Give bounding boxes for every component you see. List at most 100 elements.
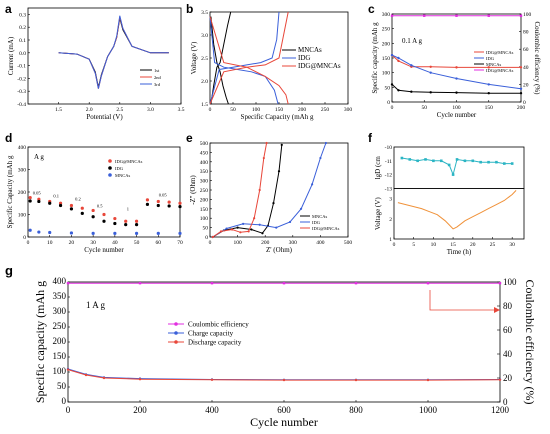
eis-point xyxy=(236,226,239,229)
y2-tick-label: 40 xyxy=(523,65,529,71)
panel-c: 0 50 100 150 2000501001502002503000204060801… xyxy=(371,12,541,119)
legend-label: IDG xyxy=(298,54,310,62)
lgD-curve xyxy=(401,157,513,177)
series-point-MNCAs xyxy=(69,231,74,235)
y-tick-label: 400 xyxy=(53,276,67,286)
x-axis-label: Cycle number xyxy=(84,246,124,254)
eis-point xyxy=(239,231,242,234)
y-tick-label: 300 xyxy=(18,168,27,174)
plot-frame-d xyxy=(27,146,181,238)
series-point-IDG xyxy=(134,223,139,227)
series-point xyxy=(66,368,70,371)
panel-letter-g: g xyxy=(5,263,13,278)
gcd-curve-MNCAs xyxy=(210,16,229,105)
series-point-IDG xyxy=(102,219,106,223)
series-point-IDG@MNCAs xyxy=(134,219,139,223)
x-tick-label: 10 xyxy=(47,240,53,246)
plot-frame-f-bottom xyxy=(393,187,525,240)
x-axis-label: Cycle number xyxy=(437,111,477,119)
x-tick-label: 200 xyxy=(261,240,270,246)
series-point xyxy=(354,282,358,285)
series-point-IDG xyxy=(28,199,32,203)
eis-point xyxy=(253,217,256,220)
y-tick-label: 2.5 xyxy=(201,56,208,62)
eis-point xyxy=(258,223,261,226)
series-point-IDG xyxy=(69,207,74,211)
eis-point xyxy=(319,156,322,160)
x-tick-label: 50 xyxy=(422,105,428,111)
series-point-IDG xyxy=(58,203,63,208)
y2-tick-label: 0 xyxy=(503,397,508,407)
arrow-line xyxy=(429,290,494,311)
series-line-Charge capacity xyxy=(67,368,501,381)
series-point-IDG xyxy=(80,211,84,215)
y-tick-label: 0 xyxy=(62,396,67,406)
panel-g: 0 200 400 600 800 1000 12000501001502002503003… xyxy=(33,276,537,429)
rate-label: 0.1 xyxy=(53,194,59,199)
series-point-MNCAs xyxy=(156,231,160,235)
lgD-point xyxy=(479,160,482,164)
x-tick-label: 70 xyxy=(177,240,183,246)
series-point-IDG@MNCAs xyxy=(28,196,32,200)
y-tick-label: 150 xyxy=(53,351,67,361)
series-point xyxy=(282,378,286,382)
eis-point xyxy=(277,170,281,173)
legend-swatch xyxy=(108,173,112,177)
x-tick-label: 0 xyxy=(391,105,394,111)
x-tick-label: 300 xyxy=(289,240,298,246)
gcd-curve-IDG xyxy=(209,11,280,105)
series-point-IDG@MNCAs xyxy=(145,198,150,202)
x-tick-label: 5 xyxy=(412,242,415,248)
series-point xyxy=(282,282,286,285)
x-tick-label: 100 xyxy=(233,240,242,246)
x-tick-label: 100 xyxy=(452,105,461,111)
series-point-IDG@MNCAs xyxy=(156,199,160,204)
eis-point xyxy=(261,232,264,235)
x-axis-label: Time (h) xyxy=(447,248,472,256)
series-point xyxy=(354,378,358,382)
cv-curve-3rd xyxy=(58,15,169,89)
series-point xyxy=(66,282,70,285)
y-tick-label: 3.0 xyxy=(201,33,208,39)
y-axis-label: -Z'' (Ohm) xyxy=(189,175,197,205)
series-point-IDG@MNCAs xyxy=(167,200,171,204)
y2-tick-label: 80 xyxy=(523,30,529,36)
legend-marker xyxy=(174,322,178,326)
gcd-curve-IDG@MNCAs xyxy=(209,11,289,105)
series-point-IDG@MNCAs xyxy=(58,201,63,205)
series-point xyxy=(429,91,432,94)
eis-point xyxy=(275,226,278,229)
x-tick-label: 60 xyxy=(156,240,162,246)
y-tick-label: 50 xyxy=(385,85,391,91)
series-point xyxy=(487,14,490,17)
x-tick-label: 0 xyxy=(27,240,30,246)
x-tick-label: 2.0 xyxy=(86,107,93,113)
y-tick-label: 2 xyxy=(389,217,392,223)
rate-label: 1 xyxy=(127,206,129,211)
eis-point xyxy=(324,141,328,145)
y-tick-label: 0.3 xyxy=(19,12,26,18)
series-point xyxy=(519,14,523,17)
series-point-IDG@MNCAs xyxy=(91,208,95,213)
eis-point xyxy=(230,228,234,231)
series-point xyxy=(455,91,458,94)
y-axis-label-top: lgD (cm xyxy=(374,156,382,180)
x-tick-label: 150 xyxy=(485,105,494,111)
lgD-point xyxy=(451,173,455,176)
lgD-point xyxy=(408,158,412,161)
x-tick-label: 1.5 xyxy=(55,107,62,113)
series-point-IDG@MNCAs xyxy=(69,203,74,208)
y-tick-label: 1 xyxy=(389,237,392,243)
eis-point xyxy=(288,220,292,224)
voltage-curve xyxy=(397,190,517,230)
series-point xyxy=(390,83,394,86)
y-tick-label: 0.0 xyxy=(19,51,26,57)
series-point xyxy=(487,66,490,69)
y-tick-label: 3.5 xyxy=(201,10,208,16)
y-tick-label: 500 xyxy=(200,141,209,147)
x-axis-label: Z' (Ohm) xyxy=(266,246,293,254)
lgD-point xyxy=(424,158,427,161)
series-point xyxy=(210,378,214,381)
plot-frame-f-top xyxy=(393,146,525,189)
